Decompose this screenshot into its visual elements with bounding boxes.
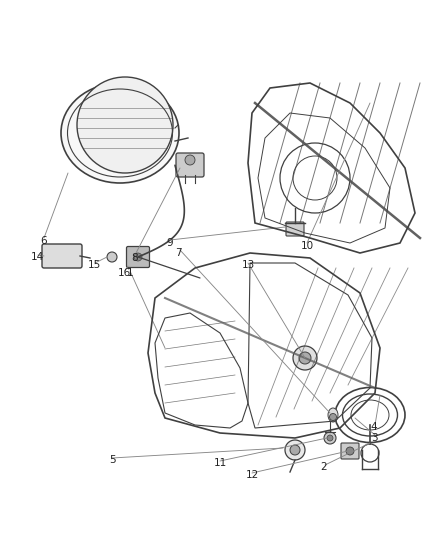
Text: 1: 1 [127, 268, 133, 278]
Text: 8: 8 [132, 253, 138, 263]
Circle shape [134, 253, 142, 261]
Text: 12: 12 [245, 470, 258, 480]
Text: 11: 11 [213, 458, 226, 468]
FancyBboxPatch shape [176, 153, 204, 177]
Circle shape [324, 432, 336, 444]
Circle shape [346, 447, 354, 455]
Text: 13: 13 [241, 260, 254, 270]
Text: 16: 16 [117, 268, 131, 278]
Text: 10: 10 [300, 241, 314, 251]
FancyBboxPatch shape [42, 244, 82, 268]
Text: 5: 5 [109, 455, 115, 465]
Circle shape [107, 252, 117, 262]
Circle shape [77, 77, 173, 173]
Circle shape [299, 352, 311, 364]
Text: 7: 7 [175, 248, 181, 258]
Text: 9: 9 [167, 238, 173, 248]
FancyBboxPatch shape [127, 246, 149, 268]
Text: 6: 6 [41, 236, 47, 246]
Ellipse shape [328, 408, 338, 422]
Circle shape [327, 435, 333, 441]
FancyBboxPatch shape [286, 222, 304, 236]
Text: 14: 14 [30, 252, 44, 262]
Circle shape [285, 440, 305, 460]
Text: 2: 2 [321, 462, 327, 472]
Circle shape [290, 445, 300, 455]
FancyBboxPatch shape [341, 443, 359, 459]
Circle shape [185, 155, 195, 165]
Ellipse shape [61, 83, 179, 183]
Text: 15: 15 [87, 260, 101, 270]
Circle shape [329, 414, 336, 421]
Circle shape [293, 346, 317, 370]
Text: 3: 3 [371, 433, 377, 443]
Text: 4: 4 [371, 422, 377, 432]
